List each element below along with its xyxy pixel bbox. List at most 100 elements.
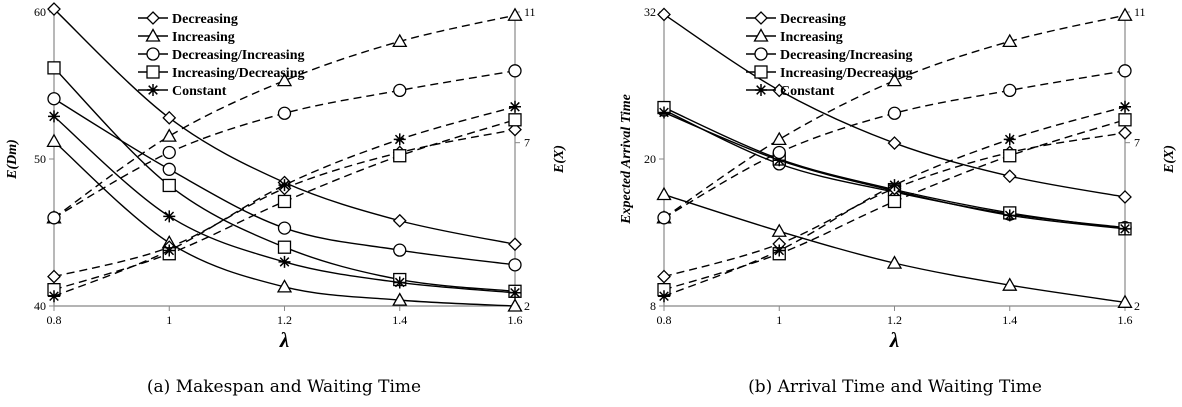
chart-panel-a: 0.8 1 1.2 1.4 1.6 40 50 60 2 7 11 λ E(Dm) E(X) Decreas… (5, 2, 567, 397)
data-point (392, 292, 408, 306)
series-asterisk-right (48, 100, 521, 303)
legend-marker (754, 47, 768, 61)
data-point (508, 113, 522, 127)
data-point (507, 298, 523, 312)
data-point (276, 72, 293, 87)
x-tick-label: 1.2 (887, 313, 902, 327)
series-asterisk-right (658, 100, 1131, 303)
y-tick-label: 8 (650, 299, 656, 313)
legend-label: Decreasing/Increasing (780, 48, 912, 63)
data-point (1118, 125, 1132, 140)
data-point (162, 162, 176, 176)
series-line (53, 8, 516, 245)
legend-marker (146, 65, 160, 79)
y-tick-label: 20 (644, 152, 656, 166)
series-line (663, 111, 1126, 230)
legend-label: Increasing (780, 30, 843, 45)
x-tick-label: 1.6 (1118, 313, 1133, 327)
data-point (1002, 277, 1018, 291)
x-tick-label: 1.4 (1002, 313, 1017, 327)
series-square-left (47, 61, 522, 298)
legend-entry: Decreasing/Increasing (138, 47, 304, 63)
data-point (1118, 190, 1132, 204)
data-point (1003, 133, 1016, 146)
data-point (163, 210, 176, 223)
data-point (393, 243, 407, 257)
y-tick-label: 32 (644, 5, 656, 19)
data-point (1002, 33, 1018, 48)
legend-entry: Decreasing (138, 11, 238, 27)
data-point (1118, 113, 1132, 127)
legend-entry: Increasing/Decreasing (746, 65, 912, 81)
data-point (393, 83, 407, 98)
series-circle-right (657, 64, 1132, 225)
series-line (53, 140, 516, 307)
data-point (656, 186, 672, 201)
legend-label: Decreasing/Increasing (172, 48, 304, 63)
legend-label: Constant (780, 84, 835, 99)
y2-axis-label: E(X) (1162, 145, 1177, 174)
series-line (53, 115, 516, 294)
data-point (393, 276, 406, 289)
data-point (887, 106, 902, 120)
legend-label: Increasing/Decreasing (780, 66, 912, 81)
data-point (508, 122, 522, 137)
legend-entry: Increasing (138, 28, 235, 45)
data-point (1118, 64, 1132, 78)
x-axis-label: λ (279, 328, 289, 352)
data-point (162, 145, 176, 160)
figure-caption: (b) Arrival Time and Waiting Time (748, 377, 1042, 397)
data-point (887, 136, 902, 150)
y-tick-label: 40 (34, 299, 46, 313)
x-tick-label: 0.8 (657, 313, 672, 327)
legend: Decreasing Increasing Decreasing/Increasin… (138, 11, 304, 99)
series-diamond-left (47, 2, 522, 252)
data-point (509, 286, 521, 299)
data-point (277, 221, 292, 235)
data-point (47, 92, 61, 106)
data-point (1119, 100, 1131, 113)
data-point (773, 244, 786, 257)
legend-marker (145, 28, 161, 42)
data-point (46, 133, 62, 148)
series-line (53, 14, 516, 219)
series-diamond-left (657, 7, 1132, 204)
series-line (663, 106, 1126, 230)
data-point (278, 255, 291, 268)
data-point (163, 244, 176, 257)
data-point (278, 179, 291, 192)
x-tick-label: 1.2 (277, 313, 292, 327)
legend-label: Decreasing (780, 12, 846, 27)
legend-entry: Increasing/Decreasing (138, 65, 304, 81)
y2-tick-label: 2 (524, 299, 530, 313)
y-axis-label: Expected Arrival Time (619, 94, 634, 225)
series-asterisk-left (48, 110, 521, 299)
data-point (392, 33, 408, 48)
legend-marker (146, 47, 160, 61)
data-point (657, 269, 671, 284)
chart-panel-b: 0.8 1 1.2 1.4 1.6 8 20 32 2 7 11 λ Expected Arrival … (619, 5, 1177, 397)
y-axis-label: E(Dm) (5, 139, 20, 180)
data-point (773, 154, 786, 167)
legend-entry: Decreasing (746, 11, 846, 27)
x-tick-label: 1 (776, 313, 782, 327)
data-point (47, 211, 61, 225)
y2-tick-label: 2 (1134, 299, 1140, 313)
data-point (888, 179, 901, 192)
data-point (276, 279, 293, 293)
x-tick-label: 1.6 (508, 313, 523, 327)
series-line (663, 106, 1126, 297)
x-tick-label: 0.8 (47, 313, 62, 327)
data-point (1117, 294, 1133, 308)
series-circle-right (47, 64, 522, 225)
data-point (508, 64, 522, 78)
data-point (886, 72, 903, 87)
x-axis-label: λ (889, 328, 899, 352)
data-point (1003, 149, 1017, 163)
y-tick-label: 50 (34, 152, 46, 166)
data-point (47, 269, 61, 284)
data-point (47, 61, 61, 75)
y2-tick-label: 11 (524, 5, 536, 19)
legend-label: Constant (172, 84, 227, 99)
